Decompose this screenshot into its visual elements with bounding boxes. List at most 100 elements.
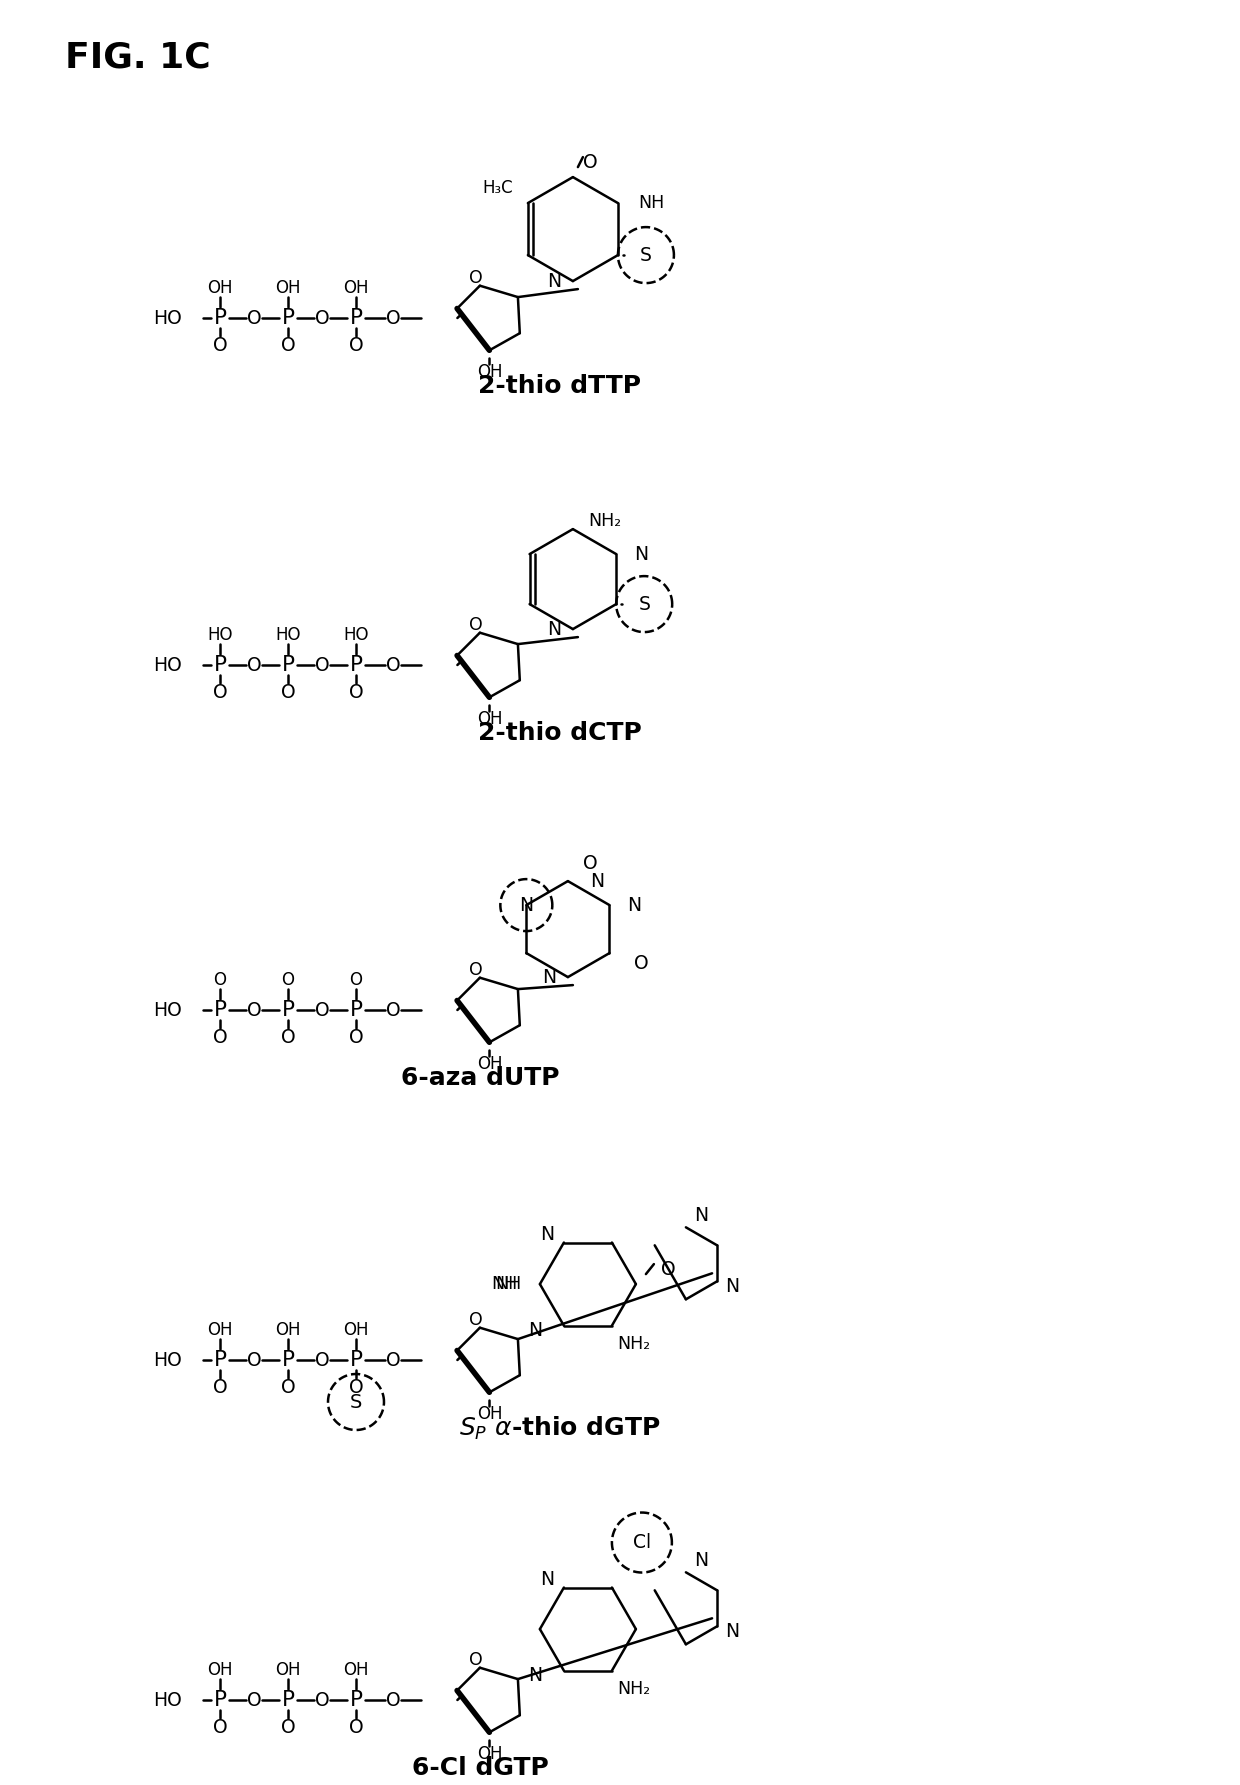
Text: O: O [469, 1310, 482, 1328]
Text: NH₂: NH₂ [618, 1335, 650, 1353]
Text: N: N [725, 1623, 739, 1640]
Text: OH: OH [476, 364, 502, 382]
Text: N: N [539, 1225, 554, 1244]
Text: S: S [350, 1392, 362, 1412]
Text: O: O [348, 1717, 363, 1737]
Text: $\mathit{S_P}$ $\alpha$-thio dGTP: $\mathit{S_P}$ $\alpha$-thio dGTP [459, 1414, 661, 1442]
Text: N: N [694, 1207, 708, 1225]
Text: HO: HO [154, 1001, 182, 1019]
Text: O: O [469, 1651, 482, 1669]
Text: O: O [280, 336, 295, 355]
Text: FIG. 1C: FIG. 1C [64, 39, 211, 73]
Text: N: N [528, 1321, 542, 1341]
Text: N: N [627, 896, 641, 914]
Text: O: O [469, 616, 482, 634]
Text: O: O [661, 1260, 676, 1278]
Text: OH: OH [275, 1321, 301, 1339]
Text: 6-aza dUTP: 6-aza dUTP [401, 1066, 559, 1091]
Text: N: N [520, 896, 533, 914]
Text: O: O [247, 309, 262, 327]
Text: NH₂: NH₂ [618, 1680, 650, 1698]
Text: N: N [528, 1665, 542, 1685]
Text: P: P [350, 655, 362, 675]
Text: N: N [542, 967, 556, 987]
Text: P: P [281, 1000, 295, 1019]
Text: O: O [213, 971, 227, 989]
Text: O: O [213, 1028, 227, 1046]
Text: P: P [213, 1000, 227, 1019]
Text: NH₂: NH₂ [588, 512, 621, 530]
Text: O: O [247, 1001, 262, 1019]
Text: P: P [350, 1690, 362, 1710]
Text: O: O [315, 1351, 330, 1369]
Text: P: P [281, 1690, 295, 1710]
Text: HO: HO [154, 1351, 182, 1369]
Text: OH: OH [207, 1662, 233, 1680]
Text: O: O [469, 960, 482, 978]
Text: 6-Cl dGTP: 6-Cl dGTP [412, 1756, 548, 1780]
Text: S: S [640, 246, 652, 264]
Text: P: P [213, 1349, 227, 1371]
Text: S: S [639, 594, 650, 614]
Text: H₃C: H₃C [482, 178, 513, 196]
Text: N: N [694, 1551, 708, 1569]
Text: N: N [539, 1571, 554, 1589]
Text: P: P [281, 655, 295, 675]
Text: HO: HO [154, 1690, 182, 1710]
Text: O: O [350, 971, 362, 989]
Text: OH: OH [476, 1746, 502, 1764]
Text: O: O [213, 1378, 227, 1396]
Text: P: P [350, 309, 362, 328]
Text: O: O [348, 1028, 363, 1046]
Text: O: O [213, 336, 227, 355]
Text: O: O [583, 853, 598, 873]
Text: O: O [469, 270, 482, 287]
Text: O: O [315, 655, 330, 675]
Text: HO: HO [207, 627, 233, 644]
Text: OH: OH [343, 1321, 368, 1339]
Text: OH: OH [476, 1055, 502, 1073]
Text: O: O [315, 1001, 330, 1019]
Text: OH: OH [207, 278, 233, 296]
Text: O: O [386, 1351, 401, 1369]
Text: HO: HO [154, 309, 182, 327]
Text: OH: OH [275, 278, 301, 296]
Text: OH: OH [476, 710, 502, 728]
Text: N: N [547, 271, 560, 291]
Text: 2-thio dTTP: 2-thio dTTP [479, 375, 641, 398]
Text: O: O [281, 971, 295, 989]
Text: N: N [547, 619, 560, 639]
Text: O: O [247, 1690, 262, 1710]
Text: O: O [386, 655, 401, 675]
Text: OH: OH [476, 1405, 502, 1423]
Text: NH: NH [496, 1274, 522, 1292]
Text: O: O [386, 1690, 401, 1710]
Text: N: N [590, 871, 604, 891]
Text: O: O [583, 152, 598, 171]
Text: P: P [350, 1349, 362, 1371]
Text: NH: NH [491, 1274, 518, 1292]
Text: O: O [213, 1717, 227, 1737]
Text: P: P [213, 655, 227, 675]
Text: P: P [213, 309, 227, 328]
Text: O: O [386, 309, 401, 327]
Text: N: N [634, 544, 649, 564]
Text: P: P [281, 309, 295, 328]
Text: OH: OH [343, 1662, 368, 1680]
Text: O: O [315, 309, 330, 327]
Text: O: O [247, 655, 262, 675]
Text: O: O [247, 1351, 262, 1369]
Text: O: O [280, 682, 295, 702]
Text: O: O [348, 336, 363, 355]
Text: O: O [348, 1378, 363, 1396]
Text: O: O [280, 1028, 295, 1046]
Text: 2-thio dCTP: 2-thio dCTP [479, 721, 642, 744]
Text: O: O [635, 953, 649, 973]
Text: HO: HO [275, 627, 301, 644]
Text: P: P [350, 1000, 362, 1019]
Text: O: O [280, 1717, 295, 1737]
Text: O: O [386, 1001, 401, 1019]
Text: O: O [348, 682, 363, 702]
Text: NH: NH [637, 195, 665, 212]
Text: O: O [280, 1378, 295, 1396]
